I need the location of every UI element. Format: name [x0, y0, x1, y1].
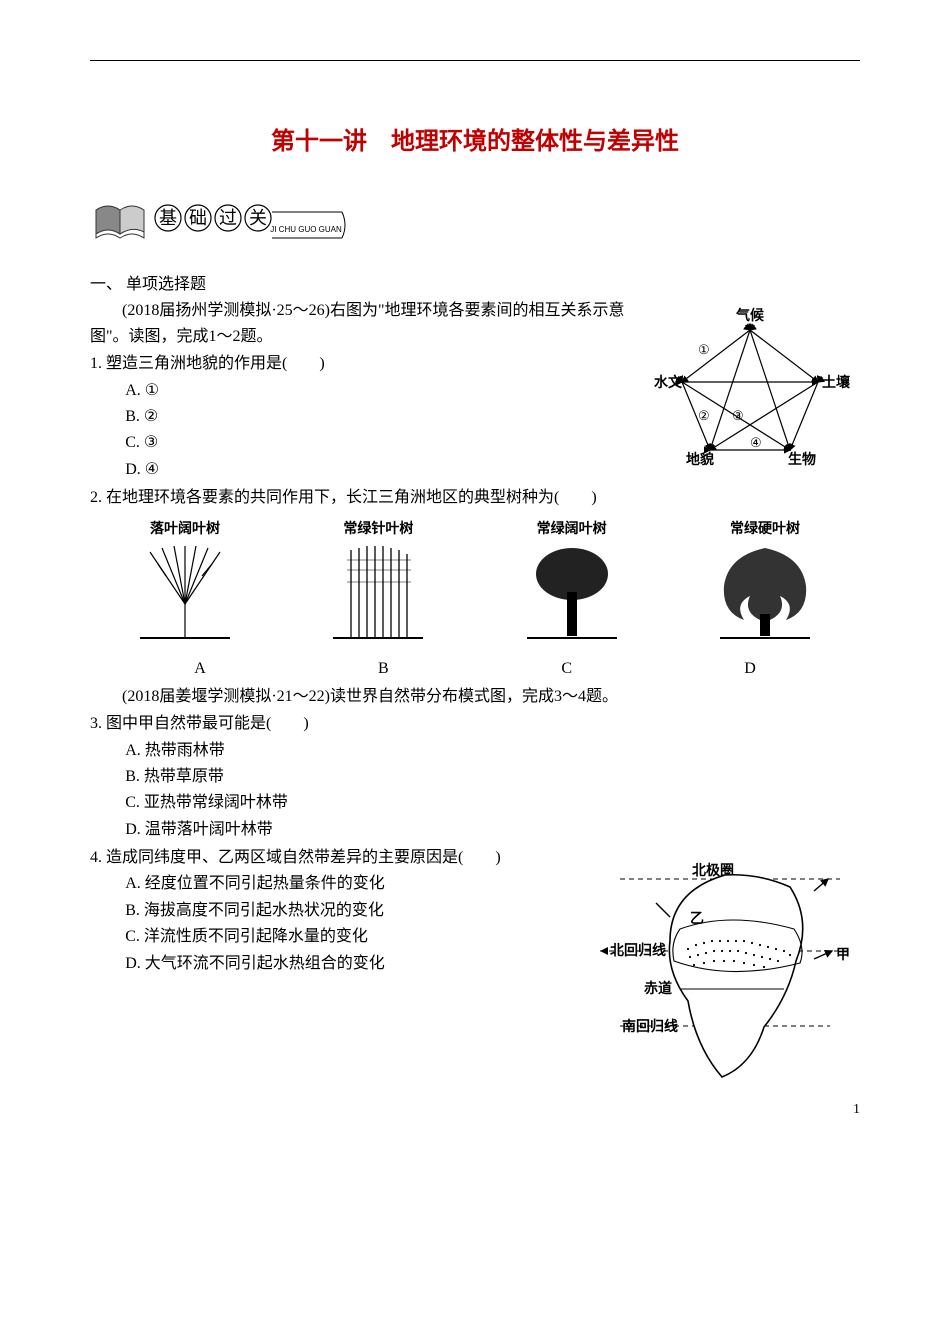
node-biology: 生物 [788, 451, 816, 468]
edge-label-1: ① [698, 342, 710, 357]
q3-opt-c: C. 亚热带常绿阔叶林带 [125, 790, 860, 816]
node-soil: 土壤 [822, 374, 851, 391]
banner-char-3: 过 [219, 208, 237, 228]
tree-evergreen-broadleaf: 常绿阔叶树 [497, 518, 647, 642]
tree-label-2: 常绿针叶树 [343, 520, 413, 536]
jichu-guoguan-banner: 基 础 过 关 JI CHU GUO GUAN [90, 196, 350, 246]
banner-pinyin: JI CHU GUO GUAN [270, 225, 342, 234]
banner-char-2: 础 [189, 208, 207, 228]
elements-diagram: 气候 水文 土壤 地貌 生物 ① ② ③ ④ [640, 302, 860, 472]
tree-label-4: 常绿硬叶树 [730, 520, 800, 536]
label-tropic-n: 北回归线 [610, 942, 666, 959]
abcd-row: A B C D [170, 660, 780, 678]
banner-icon: 基 础 过 关 JI CHU GUO GUAN [90, 196, 350, 248]
lab-d: D [720, 660, 780, 678]
q2-stem: 2. 在地理环境各要素的共同作用下，长江三角洲地区的典型树种为( ) [90, 485, 860, 511]
world-natural-zone-map: 北极圈 北回归线 赤道 南回归线 [580, 851, 860, 1096]
label-tropic-s: 南回归线 [622, 1018, 678, 1035]
banner-char-1: 基 [159, 208, 177, 228]
node-water: 水文 [654, 374, 683, 391]
banner-char-4: 关 [249, 208, 267, 228]
top-rule [90, 60, 860, 61]
q3-opt-a: A. 热带雨林带 [125, 738, 860, 764]
tree-evergreen-needle: 常绿针叶树 [303, 518, 453, 642]
label-yi: 乙 [690, 911, 704, 927]
section-head: 一、 单项选择题 [90, 270, 860, 294]
edge-label-4: ④ [750, 435, 762, 450]
q3-stem: 3. 图中甲自然带最可能是( ) [90, 711, 860, 737]
tree-evergreen-hardleaf: 常绿硬叶树 [690, 518, 840, 642]
lab-b: B [353, 660, 413, 678]
q3-opt-b: B. 热带草原带 [125, 764, 860, 790]
node-climate: 气候 [735, 307, 765, 324]
page-number: 1 [853, 1102, 860, 1118]
lecture-title: 第十一讲 地理环境的整体性与差异性 [90, 121, 860, 156]
tree-label-3: 常绿阔叶树 [537, 520, 607, 536]
tree-icon-needle [323, 542, 433, 642]
node-landform: 地貌 [686, 451, 714, 468]
lab-a: A [170, 660, 230, 678]
tree-icon-hardleaf [710, 542, 820, 642]
tree-icon-deciduous [130, 542, 240, 642]
tree-label-1: 落叶阔叶树 [150, 520, 220, 536]
page: 第十一讲 地理环境的整体性与差异性 基 础 过 关 [0, 0, 950, 1144]
lab-c: C [537, 660, 597, 678]
edge-label-2: ② [698, 408, 710, 423]
intro-2: (2018届姜堰学测模拟·21～22)读世界自然带分布模式图，完成3～4题。 [90, 684, 860, 710]
label-jia: 甲 [836, 947, 850, 963]
label-equator: 赤道 [644, 980, 672, 997]
tree-icon-broadleaf [517, 542, 627, 642]
edge-label-3: ③ [732, 408, 744, 423]
trees-row: 落叶阔叶树 常绿针叶树 [110, 518, 840, 642]
q3-opt-d: D. 温带落叶阔叶林带 [125, 817, 860, 843]
tree-deciduous-broadleaf: 落叶阔叶树 [110, 518, 260, 642]
